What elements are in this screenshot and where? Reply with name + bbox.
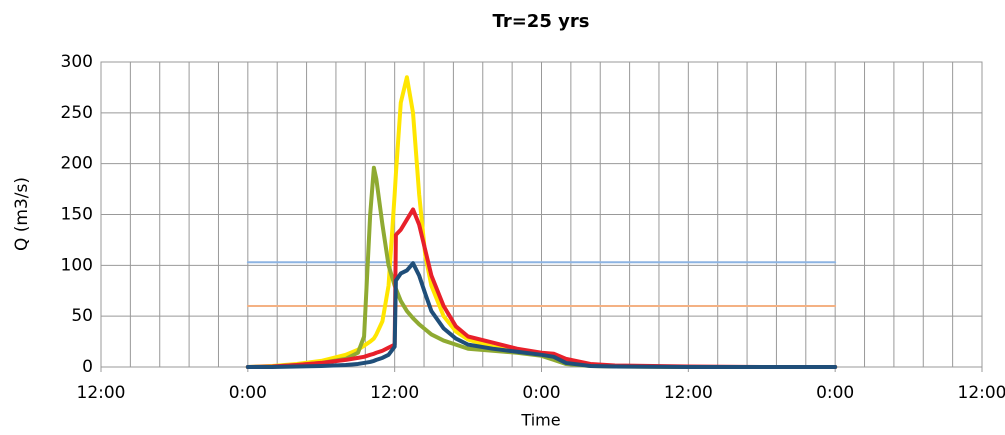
x-tick-label: 0:00: [522, 383, 560, 403]
chart-title: Tr=25 yrs: [493, 11, 590, 32]
y-tick-label: 0: [82, 357, 93, 377]
y-tick-label: 200: [61, 154, 93, 174]
y-tick-label: 250: [61, 103, 93, 123]
y-tick-label: 150: [61, 205, 93, 225]
x-tick-label: 12:00: [370, 383, 419, 403]
x-tick-label: 12:00: [664, 383, 713, 403]
series-line: [245, 261, 838, 369]
x-tick-label: 12:00: [77, 383, 126, 403]
x-tick-label: 0:00: [816, 383, 854, 403]
series-line: [245, 207, 838, 369]
x-tick-label: 0:00: [229, 383, 267, 403]
plot-frame: [100, 61, 983, 368]
y-tick-label: 100: [61, 255, 93, 275]
x-tick-label: 12:00: [958, 383, 1005, 403]
y-tick-label: 50: [71, 306, 93, 326]
y-tick-label: 300: [61, 52, 93, 72]
y-axis-label: Q (m3/s): [12, 177, 32, 251]
x-axis-label: Time: [520, 411, 560, 430]
